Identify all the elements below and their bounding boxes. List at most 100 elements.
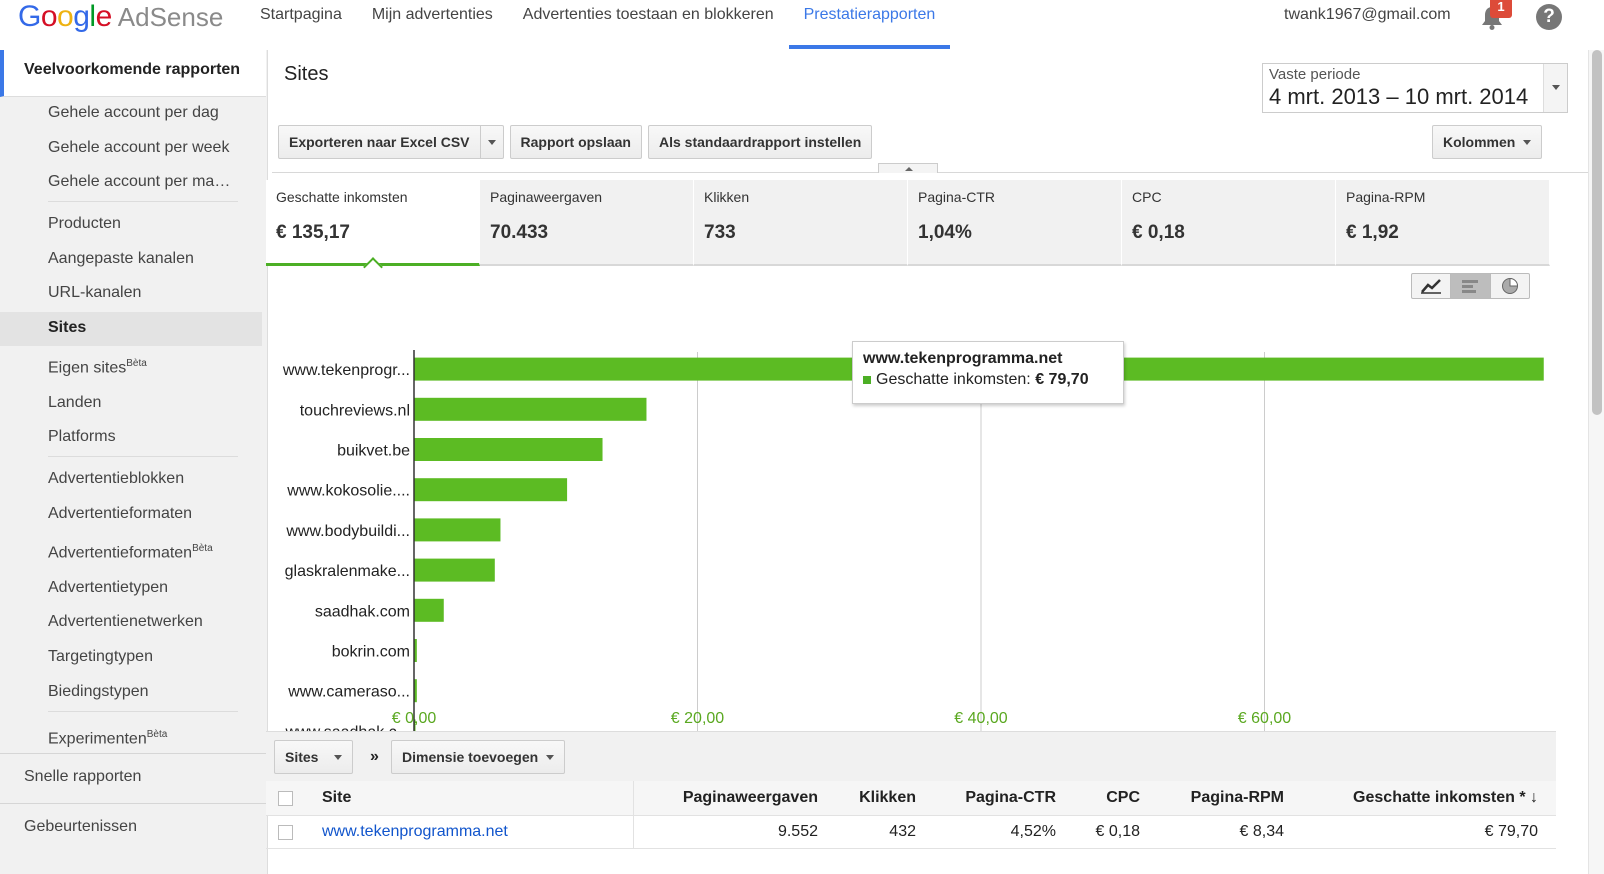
select-all-cell — [266, 790, 304, 806]
sidebar-item-countries[interactable]: Landen — [48, 394, 102, 411]
bar[interactable] — [414, 598, 444, 622]
bar-chart-icon[interactable] — [1451, 274, 1491, 298]
adsense-wordmark: AdSense — [117, 2, 224, 32]
metric-cpc[interactable]: CPC € 0,18 — [1122, 180, 1336, 266]
metric-estimated-earnings[interactable]: Geschatte inkomsten € 135,17 — [266, 180, 480, 266]
bar[interactable] — [414, 438, 603, 461]
category-label: touchreviews.nl — [300, 402, 410, 419]
sidebar-item-bid-types[interactable]: Biedingstypen — [48, 683, 149, 700]
sidebar-item-ad-formats-beta[interactable]: AdvertentieformatenBèta — [48, 543, 213, 562]
sidebar-quick-reports[interactable]: Snelle rapporten — [0, 753, 266, 803]
sidebar-events[interactable]: Gebeurtenissen — [0, 803, 266, 853]
bar[interactable] — [414, 639, 417, 662]
pie-chart-icon[interactable] — [1491, 274, 1529, 298]
row-checkbox[interactable] — [277, 824, 293, 840]
metric-clicks[interactable]: Klikken 733 — [694, 180, 908, 266]
bar[interactable] — [414, 558, 495, 582]
date-range-value: 4 mrt. 2013 – 10 mrt. 2014 — [1269, 84, 1529, 109]
metric-page-views[interactable]: Paginaweergaven 70.433 — [480, 180, 694, 266]
select-all-checkbox[interactable] — [277, 790, 293, 806]
nav-allow-block-ads[interactable]: Advertenties toestaan en blokkeren — [522, 6, 774, 23]
sidebar: Veelvoorkomende rapporten Gehele account… — [0, 50, 268, 874]
chart-type-switcher — [1411, 273, 1530, 299]
cell-page-views: 9.552 — [777, 823, 818, 840]
sidebar-item-own-sites[interactable]: Eigen sitesBèta — [48, 358, 147, 377]
column-header-page-rpm[interactable]: Pagina-RPM — [1190, 789, 1284, 806]
cell-clicks: 432 — [889, 823, 916, 840]
sidebar-item-custom-channels[interactable]: Aangepaste kanalen — [48, 250, 194, 267]
sidebar-divider — [48, 711, 238, 712]
set-default-report-button[interactable]: Als standaardrapport instellen — [648, 125, 873, 159]
metrics-bar: Geschatte inkomsten € 135,17 Paginaweerg… — [266, 180, 1552, 266]
sidebar-item-targeting-types[interactable]: Targetingtypen — [48, 648, 153, 665]
sidebar-item-account-per-week[interactable]: Gehele account per week — [48, 139, 230, 156]
help-icon[interactable]: ? — [1536, 4, 1562, 30]
adsense-logo[interactable]: Google AdSense — [18, 0, 223, 36]
column-header-page-ctr[interactable]: Pagina-CTR — [965, 789, 1056, 806]
category-label: glaskralenmake... — [285, 563, 410, 580]
tooltip-value: € 79,70 — [1035, 371, 1089, 388]
export-options-dropdown[interactable] — [480, 125, 504, 159]
bar[interactable] — [414, 679, 417, 703]
sidebar-item-account-per-month[interactable]: Gehele account per ma… — [48, 173, 231, 190]
sidebar-item-account-per-day[interactable]: Gehele account per dag — [48, 104, 219, 121]
nav-performance-reports[interactable]: Prestatierapporten — [788, 0, 951, 50]
columns-button-label: Kolommen — [1443, 134, 1516, 150]
nav-home[interactable]: Startpagina — [260, 6, 342, 23]
table-header: Site Paginaweergaven Klikken Pagina-CTR … — [266, 781, 1556, 816]
add-dimension-label: Dimensie toevoegen — [402, 749, 539, 765]
export-csv-button[interactable]: Exporteren naar Excel CSV — [278, 125, 481, 159]
date-range-picker[interactable]: Vaste periode 4 mrt. 2013 – 10 mrt. 2014 — [1262, 63, 1568, 113]
dimension-sites-dropdown[interactable]: Sites — [274, 740, 354, 774]
sidebar-item-sites[interactable]: Sites — [0, 312, 262, 346]
sidebar-divider — [48, 201, 238, 202]
cell-site: www.tekenprogramma.net — [304, 816, 634, 848]
metric-value: 733 — [704, 222, 736, 243]
metric-value: 70.433 — [490, 222, 549, 243]
row-select-cell — [266, 824, 304, 840]
user-email[interactable]: twank1967@gmail.com — [1284, 6, 1451, 23]
cell-page-ctr: 4,52% — [1010, 823, 1056, 840]
x-tick-label: € 20,00 — [671, 710, 724, 727]
report-table: Site Paginaweergaven Klikken Pagina-CTR … — [266, 781, 1556, 849]
sidebar-header[interactable]: Veelvoorkomende rapporten — [0, 50, 266, 97]
category-label: www.saadhak.c... — [285, 724, 411, 734]
line-chart-icon[interactable] — [1412, 274, 1452, 298]
sidebar-item-ad-networks[interactable]: Advertentienetwerken — [48, 613, 203, 630]
metric-page-ctr[interactable]: Pagina-CTR 1,04% — [908, 180, 1122, 266]
column-header-site[interactable]: Site — [304, 781, 634, 815]
sidebar-item-experiments[interactable]: ExperimentenBèta — [48, 729, 168, 748]
save-report-button[interactable]: Rapport opslaan — [509, 125, 642, 159]
site-link[interactable]: www.tekenprogramma.net — [322, 823, 508, 840]
sidebar-item-platforms[interactable]: Platforms — [48, 428, 116, 445]
page-scrollbar[interactable] — [1588, 50, 1604, 874]
category-label: bokrin.com — [332, 644, 410, 661]
sidebar-item-products[interactable]: Producten — [48, 215, 121, 232]
x-tick-label: € 60,00 — [1238, 710, 1291, 727]
google-wordmark: Google — [18, 0, 112, 33]
sidebar-item-ad-units[interactable]: Advertentieblokken — [48, 470, 185, 487]
column-header-estimated-earnings[interactable]: Geschatte inkomsten * ↓ — [1353, 789, 1538, 806]
metric-page-rpm[interactable]: Pagina-RPM € 1,92 — [1336, 180, 1550, 266]
sidebar-item-ad-types[interactable]: Advertentietypen — [48, 579, 169, 596]
scrollbar-thumb[interactable] — [1592, 50, 1602, 415]
nav-my-ads[interactable]: Mijn advertenties — [371, 6, 493, 23]
chevron-down-icon — [1552, 85, 1560, 90]
column-header-clicks[interactable]: Klikken — [859, 789, 916, 806]
metric-label: Geschatte inkomsten — [276, 189, 408, 205]
column-header-cpc[interactable]: CPC — [1106, 789, 1140, 806]
sidebar-item-ad-formats[interactable]: Advertentieformaten — [48, 505, 193, 522]
bar[interactable] — [414, 397, 647, 421]
sidebar-item-url-channels[interactable]: URL-kanalen — [48, 284, 142, 301]
date-range-dropdown[interactable] — [1543, 64, 1567, 112]
category-label: www.tekenprogr... — [282, 362, 410, 379]
sidebar-divider — [48, 456, 238, 457]
bar[interactable] — [414, 478, 568, 502]
add-dimension-dropdown[interactable]: Dimensie toevoegen — [391, 740, 566, 774]
column-header-page-views[interactable]: Paginaweergaven — [682, 789, 818, 806]
category-label: buikvet.be — [337, 443, 410, 460]
columns-button[interactable]: Kolommen — [1432, 125, 1543, 159]
collapse-toggle[interactable] — [878, 163, 938, 173]
main-nav: Startpagina Mijn advertenties Advertenti… — [260, 0, 950, 50]
bar[interactable] — [414, 518, 501, 542]
